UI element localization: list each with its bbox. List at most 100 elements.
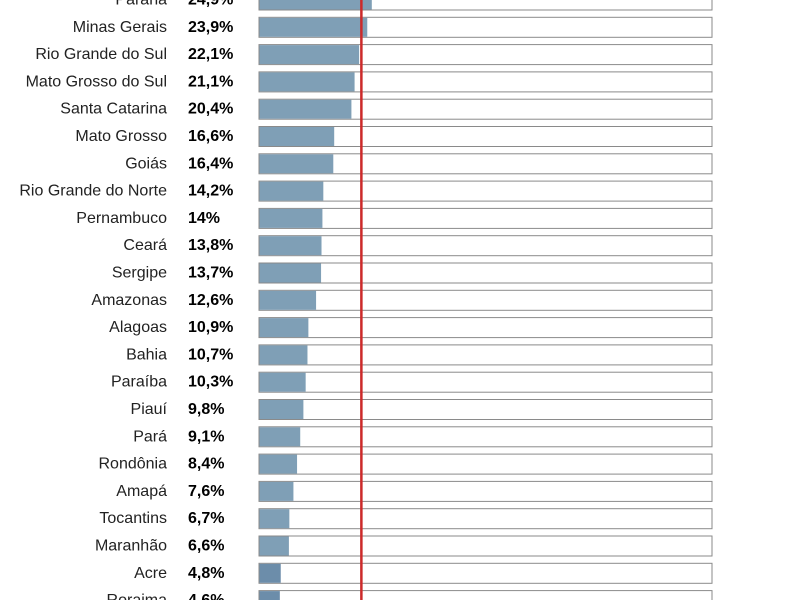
bar-track (258, 126, 713, 147)
bar-row: Paraná 24,9% (115, 0, 713, 11)
bar (259, 0, 372, 10)
bar-row: Alagoas 10,9% (109, 317, 713, 339)
value-label: 4,8% (188, 565, 224, 582)
category-label: Mato Grosso (75, 128, 167, 145)
bar-row: Amazonas 12,6% (91, 289, 713, 311)
category-label: Sergipe (112, 265, 167, 282)
bar-row: Amapá 7,6% (116, 480, 713, 502)
value-label: 9,1% (188, 428, 224, 445)
bar-track (258, 180, 713, 202)
category-label: Piauí (131, 401, 168, 418)
bar-track (258, 153, 713, 175)
bar-track (258, 344, 713, 366)
bar (259, 45, 360, 65)
category-label: Amazonas (91, 292, 167, 309)
bar-row: Bahia 10,7% (126, 344, 713, 366)
bar-track (258, 562, 713, 584)
category-label: Amapá (116, 483, 167, 500)
bar-track (258, 453, 713, 475)
bar (259, 99, 352, 119)
bar (259, 208, 323, 228)
category-label: Goiás (125, 155, 167, 172)
bar-row: Santa Catarina 20,4% (60, 98, 713, 120)
bar-track (258, 0, 713, 11)
bar-row: Pernambuco 14% (76, 207, 713, 229)
value-label: 10,3% (188, 374, 233, 391)
bar (259, 536, 289, 556)
bar-row: Maranhão 6,6% (95, 535, 713, 557)
bar-track (258, 535, 713, 557)
value-label: 23,9% (188, 19, 233, 36)
category-label: Roraima (107, 592, 168, 600)
bar-track (258, 207, 713, 229)
bar (259, 345, 308, 365)
bar-row: Ceará 13,8% (123, 235, 713, 257)
value-label: 6,7% (188, 510, 224, 527)
bar-track (258, 399, 713, 420)
bar-track (258, 16, 713, 38)
bar (259, 154, 334, 174)
value-label: 22,1% (188, 46, 233, 63)
value-label: 16,4% (188, 155, 233, 172)
bar-track (258, 289, 713, 311)
category-label: Ceará (123, 237, 167, 254)
category-label: Paraíba (111, 374, 167, 391)
category-label: Rio Grande do Sul (35, 46, 167, 63)
category-label: Pernambuco (76, 210, 167, 227)
category-label: Rondônia (99, 456, 168, 473)
bar-track (258, 71, 713, 93)
bar-row: Rio Grande do Sul 22,1% (35, 44, 713, 66)
bar (259, 290, 317, 310)
category-label: Tocantins (99, 510, 167, 527)
bar (259, 72, 355, 92)
bar-row: Rondônia 8,4% (99, 453, 713, 475)
category-label: Santa Catarina (60, 101, 167, 118)
value-label: 13,8% (188, 237, 233, 254)
bar-row: Roraima 4,6% (107, 590, 713, 600)
value-label: 8,4% (188, 456, 224, 473)
category-label: Acre (134, 565, 167, 582)
value-label: 20,4% (188, 101, 233, 118)
bar-row: Goiás 16,4% (125, 153, 713, 175)
bar (259, 427, 301, 447)
value-label: 4,6% (188, 592, 224, 600)
bar-track (258, 98, 713, 120)
bar-track (258, 262, 713, 284)
bar-row: Pará 9,1% (133, 426, 713, 448)
value-label: 13,7% (188, 265, 233, 282)
bar-track (258, 480, 713, 502)
bar-track (258, 317, 713, 339)
value-label: 14% (188, 210, 220, 227)
bar (259, 318, 309, 338)
bar-row: Acre 4,8% (134, 562, 713, 584)
bar-track (258, 508, 713, 530)
bar (259, 263, 322, 283)
value-label: 10,9% (188, 319, 233, 336)
bar-track (258, 426, 713, 448)
value-label: 6,6% (188, 538, 224, 555)
category-label: Mato Grosso do Sul (26, 73, 167, 90)
value-label: 16,6% (188, 128, 233, 145)
bar-row: Sergipe 13,7% (112, 262, 713, 284)
value-label: 9,8% (188, 401, 224, 418)
category-label: Alagoas (109, 319, 167, 336)
category-label: Minas Gerais (73, 19, 167, 36)
value-label: 14,2% (188, 183, 233, 200)
bar-track (258, 371, 713, 393)
bar-track (258, 590, 713, 600)
bar-row: Rio Grande do Norte 14,2% (19, 180, 713, 202)
bar-row: Piauí 9,8% (131, 399, 713, 420)
bar (259, 372, 306, 392)
value-label: 10,7% (188, 346, 233, 363)
bar-row: Mato Grosso 16,6% (75, 126, 713, 147)
value-label: 24,9% (188, 0, 233, 9)
category-label: Paraná (115, 0, 167, 9)
bar-row: Tocantins 6,7% (99, 508, 713, 530)
bar-row: Paraíba 10,3% (111, 371, 713, 393)
bar (259, 127, 335, 146)
bar-row: Mato Grosso do Sul 21,1% (26, 71, 713, 93)
value-label: 12,6% (188, 292, 233, 309)
category-label: Bahia (126, 346, 167, 363)
bar (259, 17, 368, 37)
